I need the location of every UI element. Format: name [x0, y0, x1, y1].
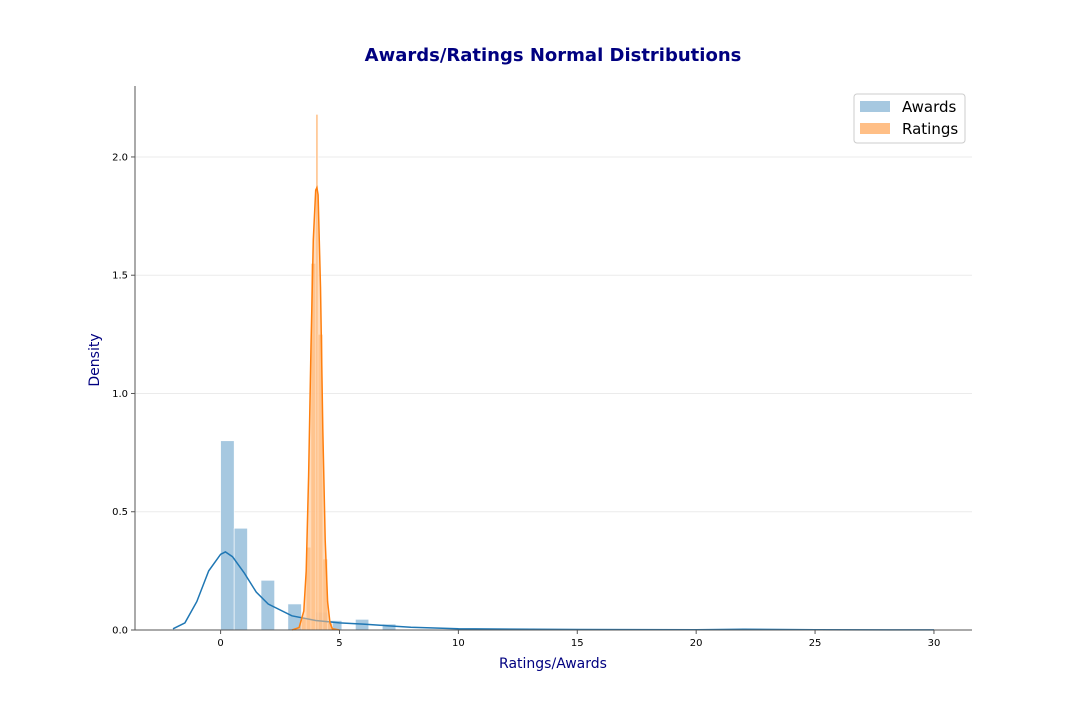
chart-title: Awards/Ratings Normal Distributions — [365, 45, 742, 66]
grid-lines — [135, 156, 972, 513]
x-tick-label-6: 30 — [928, 638, 941, 649]
x-tick-label-0: 0 — [217, 638, 223, 649]
bar-awards-0 — [220, 440, 235, 631]
legend: Awards Ratings — [853, 93, 966, 144]
kde-lines — [172, 185, 935, 631]
axes — [134, 86, 972, 631]
x-tick-label-1: 5 — [336, 638, 342, 649]
bar-awards-3 — [260, 580, 275, 631]
y-axis-title: Density — [87, 333, 103, 386]
x-axis-title: Ratings/Awards — [499, 656, 607, 672]
y-tick-label-4: 2.0 — [112, 152, 128, 163]
y-tick-label-1: 0.5 — [112, 507, 128, 518]
legend-swatch-awards — [860, 101, 890, 112]
legend-label-awards: Awards — [902, 98, 957, 116]
x-tick-label-2: 10 — [452, 638, 465, 649]
kde-line-ratings — [291, 185, 340, 631]
x-tick-label-5: 25 — [809, 638, 822, 649]
bar-awards-1 — [233, 527, 248, 631]
y-tick-label-0: 0.0 — [112, 626, 128, 637]
kde-area-ratings — [291, 187, 340, 630]
y-axis-ticks: 0.0 0.5 1.0 1.5 2.0 — [112, 152, 135, 637]
x-tick-label-3: 15 — [571, 638, 584, 649]
legend-label-ratings: Ratings — [902, 120, 958, 138]
x-tick-label-4: 20 — [690, 638, 703, 649]
y-tick-label-3: 1.5 — [112, 271, 128, 282]
x-axis-ticks: 0 5 10 15 20 25 30 — [217, 630, 940, 649]
y-tick-label-2: 1.0 — [112, 389, 128, 400]
legend-swatch-ratings — [860, 123, 890, 134]
kde-line-awards — [172, 551, 935, 631]
